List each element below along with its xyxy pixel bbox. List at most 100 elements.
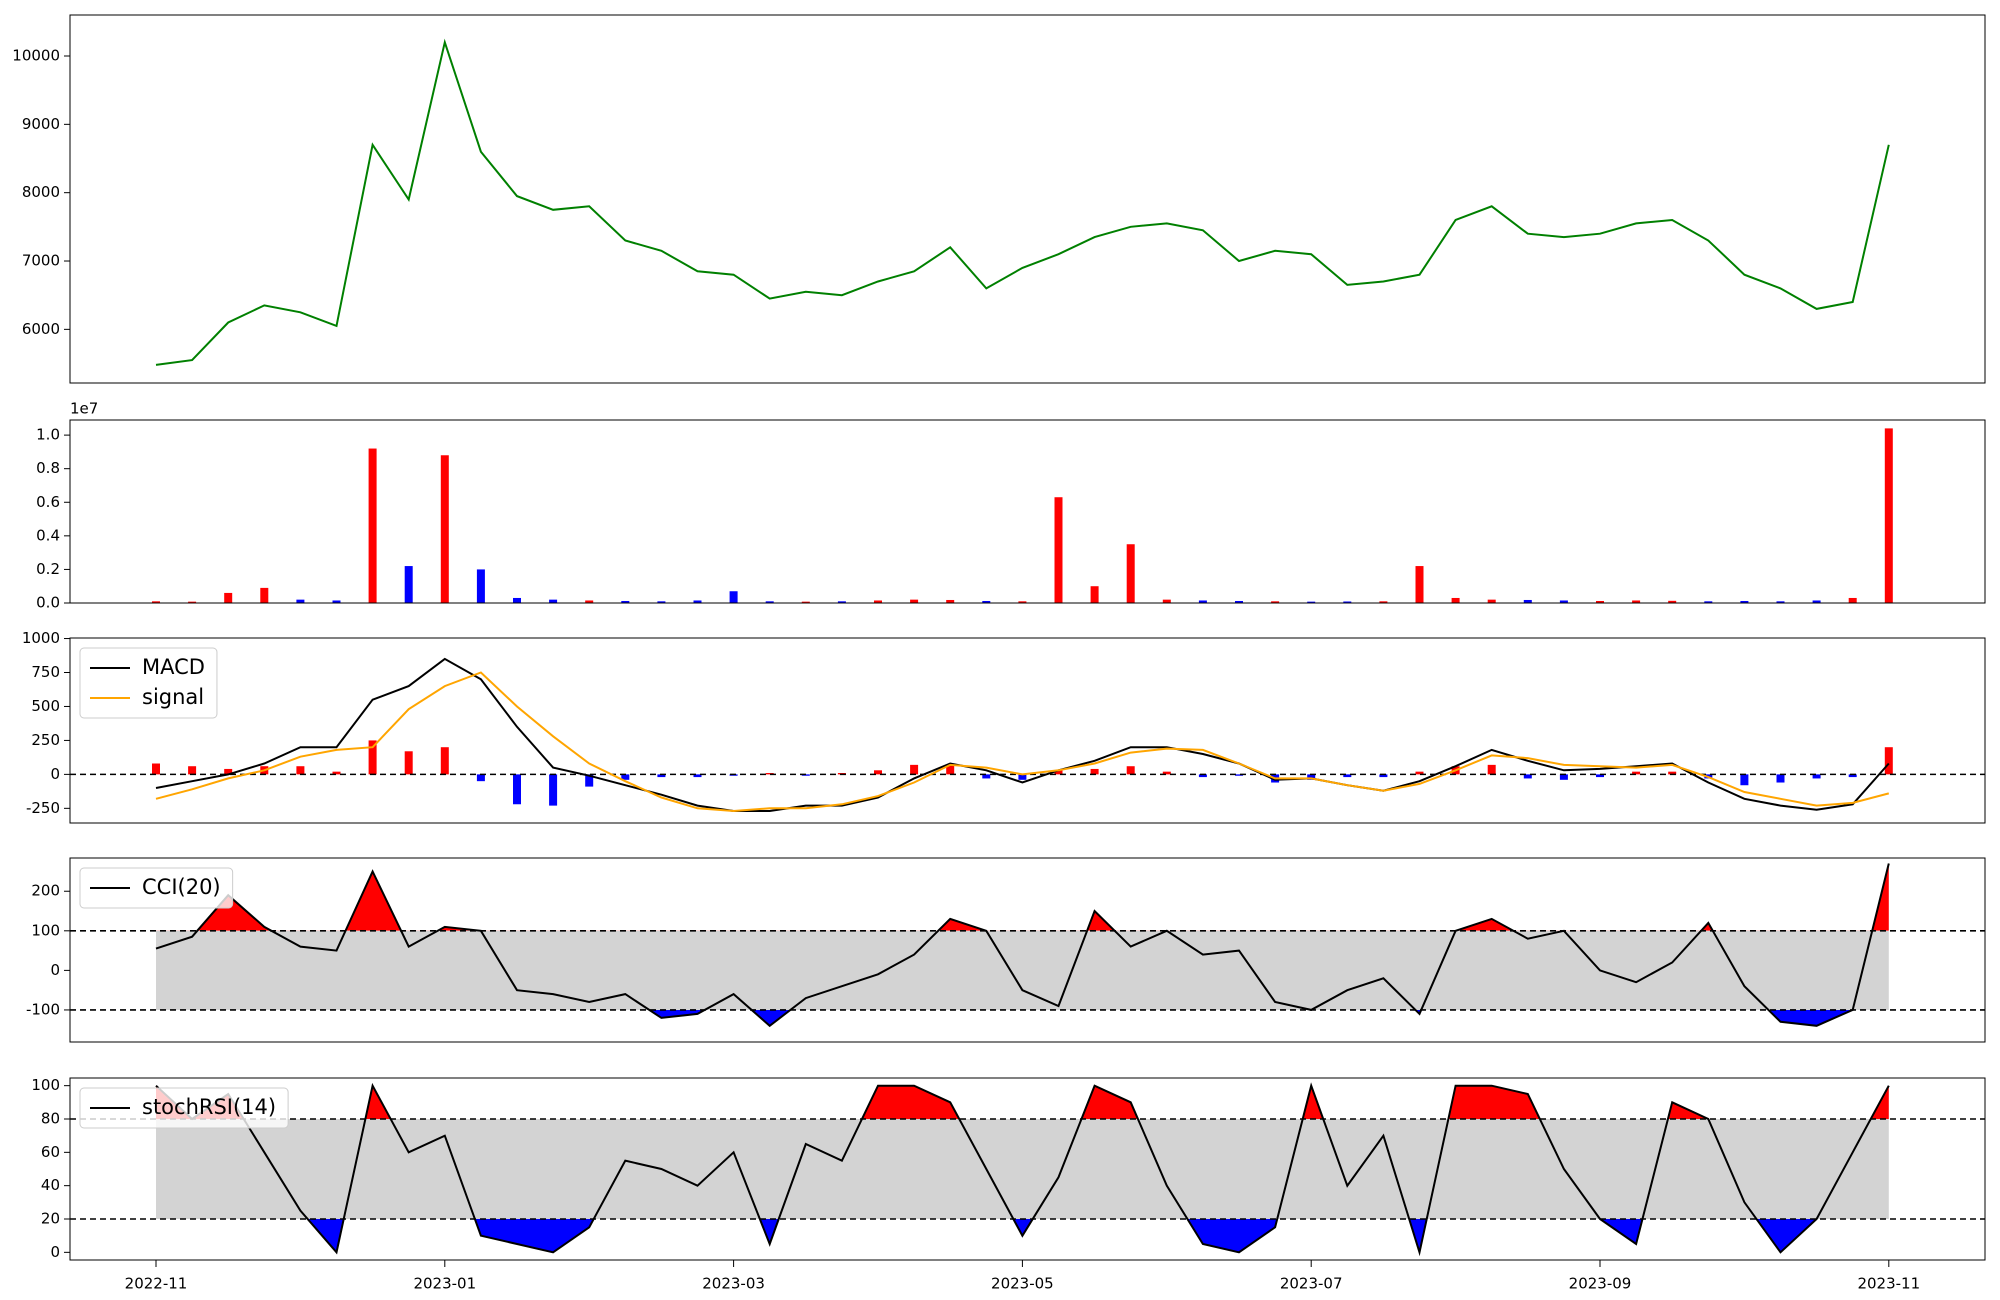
histogram-bar bbox=[874, 770, 882, 775]
histogram-bar bbox=[585, 774, 594, 787]
y-tick-label: 100 bbox=[31, 1076, 60, 1094]
y-tick-label: 9000 bbox=[22, 115, 60, 133]
histogram-bar bbox=[1379, 774, 1388, 778]
histogram-bar bbox=[1307, 774, 1316, 780]
legend: MACD signal bbox=[79, 647, 218, 719]
volume-bar bbox=[404, 566, 413, 603]
volume-bar bbox=[188, 601, 197, 603]
legend-label: MACD bbox=[142, 655, 205, 679]
y-tick-label: 0 bbox=[50, 1243, 60, 1261]
y-tick-label: -100 bbox=[26, 1000, 60, 1018]
histogram-bar bbox=[1559, 774, 1568, 780]
volume-bar bbox=[1271, 601, 1280, 603]
legend-box bbox=[79, 867, 234, 909]
volume-bar bbox=[1704, 601, 1713, 603]
histogram-bar bbox=[1343, 774, 1352, 778]
volume-bar bbox=[1126, 544, 1135, 603]
histogram-bar bbox=[152, 763, 160, 775]
histogram-bar bbox=[1415, 771, 1424, 775]
series-line bbox=[155, 671, 1890, 813]
y-tick-label: 200 bbox=[31, 882, 60, 900]
volume-bar bbox=[1415, 566, 1424, 603]
volume-bar bbox=[1379, 601, 1388, 603]
y-tick-label: 100 bbox=[31, 921, 60, 939]
volume-bar bbox=[1848, 597, 1857, 603]
volume-bar bbox=[621, 600, 630, 603]
volume-bar bbox=[1559, 600, 1568, 603]
panel-frame bbox=[69, 14, 1986, 384]
y-tick-label: 0 bbox=[50, 765, 60, 783]
volume-bar bbox=[1451, 597, 1460, 603]
legend-box bbox=[79, 1087, 289, 1129]
panel: 6000 7000 8000 9000 10000 bbox=[12, 14, 1986, 384]
volume-bar bbox=[549, 599, 558, 603]
histogram-bar bbox=[440, 747, 449, 775]
volume-bar bbox=[837, 601, 846, 603]
histogram-bar bbox=[549, 774, 558, 806]
legend: stochRSI(14) bbox=[79, 1087, 289, 1129]
legend-label: signal bbox=[142, 685, 204, 709]
histogram-bar bbox=[765, 773, 774, 775]
panel-frame bbox=[69, 419, 1986, 604]
volume-bar bbox=[368, 448, 377, 603]
histogram-bar bbox=[982, 774, 991, 779]
histogram-bar bbox=[296, 766, 305, 775]
volume-bar bbox=[874, 600, 882, 603]
histogram-bar bbox=[1884, 747, 1893, 775]
panel: -250 0 250 500 750 1000 MACD signal bbox=[22, 629, 1986, 824]
x-tick-label: 2023-11 bbox=[1857, 1275, 1920, 1293]
histogram-bar bbox=[1632, 771, 1641, 775]
legend-box bbox=[79, 647, 218, 719]
volume-bar bbox=[260, 587, 269, 603]
histogram-bar bbox=[910, 764, 919, 775]
histogram-bar bbox=[1018, 774, 1027, 780]
histogram-bar bbox=[1776, 774, 1785, 783]
histogram-bar bbox=[657, 774, 666, 778]
volume-bar bbox=[1198, 600, 1207, 603]
y-tick-label: 1000 bbox=[22, 629, 60, 647]
y-tick-label: 7000 bbox=[22, 252, 60, 270]
legend-label: CCI(20) bbox=[142, 875, 221, 899]
histogram-bar bbox=[1162, 771, 1171, 775]
x-tick-label: 2023-03 bbox=[702, 1275, 765, 1293]
volume-bar bbox=[1523, 599, 1532, 603]
volume-bar bbox=[224, 592, 233, 603]
panel: 0 20 40 60 80 100 stochRSI(14) bbox=[31, 1076, 1986, 1261]
series-line bbox=[155, 657, 1890, 812]
histogram-bar bbox=[1054, 770, 1063, 775]
histogram-bar bbox=[693, 774, 702, 778]
histogram-bar bbox=[188, 766, 197, 775]
y-tick-label: 0.0 bbox=[36, 594, 60, 612]
panel: 0.0 0.2 0.4 0.6 0.8 1.0 1e7 bbox=[36, 400, 1986, 612]
histogram-bar bbox=[224, 768, 233, 775]
x-tick-label: 2023-01 bbox=[413, 1275, 476, 1293]
volume-bar bbox=[1054, 497, 1063, 603]
volume-bar bbox=[513, 597, 521, 603]
volume-bar bbox=[982, 600, 991, 603]
histogram-bar bbox=[1523, 774, 1532, 779]
y-tick-label: 80 bbox=[41, 1110, 60, 1128]
volume-bar bbox=[729, 591, 738, 603]
volume-bar bbox=[1487, 599, 1496, 603]
histogram-bar bbox=[368, 740, 377, 775]
price-line bbox=[155, 38, 1890, 366]
volume-bar bbox=[801, 601, 810, 603]
volume-bar bbox=[152, 601, 160, 603]
x-tick-label: 2023-07 bbox=[1280, 1275, 1343, 1293]
histogram-bar bbox=[946, 764, 955, 775]
y-tick-label: 0 bbox=[50, 961, 60, 979]
volume-bar bbox=[1307, 601, 1316, 603]
y-tick-label: 60 bbox=[41, 1143, 60, 1161]
panel-frame bbox=[69, 637, 1986, 824]
y-tick-label: 750 bbox=[31, 663, 60, 681]
volume-bar bbox=[657, 601, 666, 603]
volume-bar bbox=[1884, 428, 1893, 603]
histogram-bar bbox=[476, 774, 485, 782]
x-tick-label: 2023-09 bbox=[1569, 1275, 1632, 1293]
upper-fill bbox=[197, 863, 1889, 931]
panel-frame bbox=[69, 1077, 1986, 1261]
volume-bar bbox=[1343, 601, 1352, 603]
volume-bar bbox=[765, 601, 774, 603]
volume-bar bbox=[296, 599, 305, 603]
volume-bar bbox=[1812, 600, 1821, 603]
